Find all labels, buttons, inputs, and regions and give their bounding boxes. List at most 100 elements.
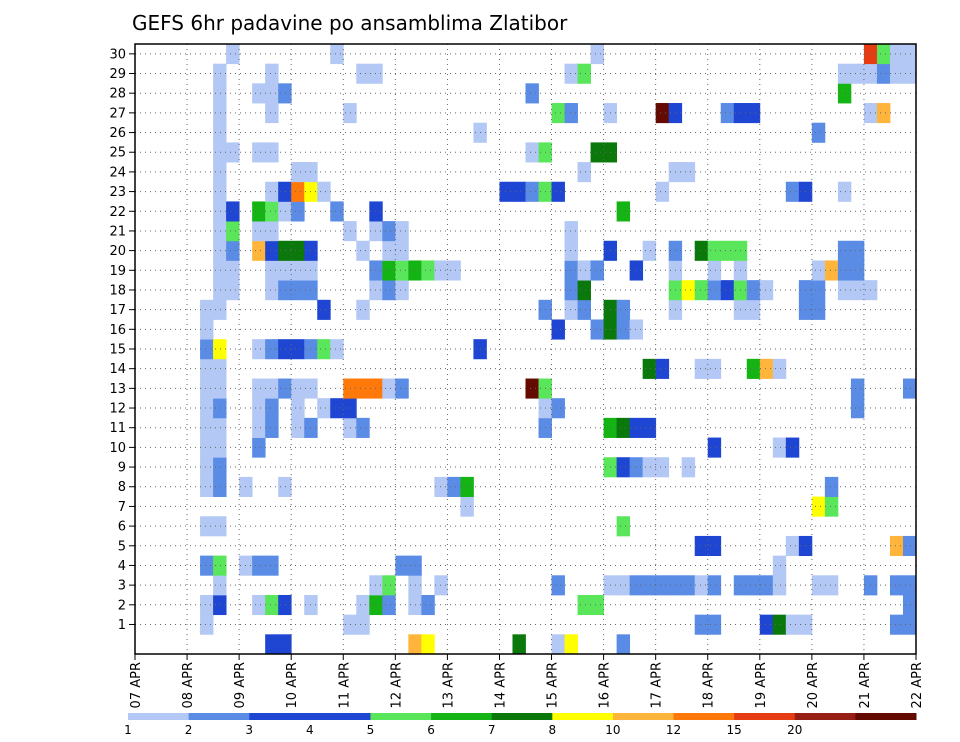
heatmap-cell (252, 339, 266, 360)
heatmap-cell (850, 398, 865, 419)
heatmap-cells (200, 44, 917, 655)
legend-label: 6 (427, 723, 435, 737)
heatmap-cell (278, 83, 292, 104)
heatmap-cell (291, 201, 305, 222)
heatmap-cell (213, 555, 227, 576)
heatmap-cell (525, 181, 539, 202)
heatmap-cell (811, 122, 826, 143)
legend-swatch (734, 713, 796, 720)
legend-swatch (491, 713, 553, 720)
heatmap-cell (772, 614, 787, 635)
heatmap-cell (356, 594, 370, 616)
heatmap-cell (265, 63, 279, 84)
heatmap-cell (382, 260, 396, 281)
x-tick-label: 22 APR (910, 662, 925, 708)
legend-swatch (673, 713, 735, 720)
heatmap-cell (395, 221, 409, 242)
heatmap-cell (499, 181, 513, 202)
x-tick-label: 14 APR (493, 662, 508, 708)
heatmap-cell (629, 319, 644, 340)
heatmap-cell (265, 181, 279, 202)
legend-swatch (855, 713, 917, 720)
heatmap-cell (369, 201, 383, 222)
heatmap-cell (213, 280, 227, 301)
heatmap-cell (902, 535, 917, 557)
heatmap-cell (824, 496, 839, 517)
y-tick-label: 4 (118, 559, 126, 574)
heatmap-cell (265, 280, 279, 301)
heatmap-cell (720, 240, 735, 261)
heatmap-cell (707, 614, 722, 635)
x-tick-label: 08 APR (181, 662, 196, 708)
heatmap-cell (330, 339, 344, 360)
heatmap-cell (577, 594, 591, 616)
y-tick-label: 8 (118, 480, 126, 495)
heatmap-cell (317, 398, 331, 419)
heatmap-cell (564, 63, 578, 84)
heatmap-cell (902, 575, 917, 596)
legend-label: 1 (124, 723, 132, 737)
heatmap-cell (590, 319, 604, 340)
heatmap-cell (252, 221, 266, 242)
y-tick-label: 26 (109, 126, 126, 141)
heatmap-cell (213, 378, 227, 399)
heatmap-cell (876, 63, 891, 84)
heatmap-cell (356, 417, 370, 438)
y-tick-label: 3 (118, 579, 126, 594)
heatmap-cell (278, 201, 292, 222)
heatmap-cell (850, 280, 865, 301)
heatmap-cell (824, 260, 839, 281)
heatmap-cell (265, 339, 279, 360)
heatmap-cell (213, 516, 227, 537)
heatmap-cell (772, 437, 787, 458)
heatmap-cell (213, 398, 227, 419)
heatmap-cell (421, 260, 435, 281)
heatmap-cell (642, 457, 657, 478)
chart-title: GEFS 6hr padavine po ansamblima Zlatibor (132, 11, 568, 35)
x-axis: 07 APR 08 APR 09 APR 10 APR 11 APR 12 APR 13 A… (129, 654, 925, 708)
heatmap-cell (226, 240, 240, 261)
legend-swatch (188, 713, 250, 720)
heatmap-cell (642, 240, 657, 261)
heatmap-cell (252, 398, 266, 419)
heatmap-cell (278, 280, 292, 301)
y-tick-label: 6 (118, 520, 126, 535)
heatmap-cell (889, 575, 904, 596)
heatmap-cell (616, 516, 631, 537)
heatmap-cell (759, 575, 774, 596)
heatmap-cell (213, 358, 227, 379)
y-tick-label: 2 (118, 598, 126, 613)
heatmap-cell (655, 103, 670, 124)
heatmap-cell (876, 44, 891, 65)
heatmap-cell (837, 280, 852, 301)
x-tick-label: 18 APR (702, 662, 717, 708)
heatmap-cell (395, 260, 409, 281)
heatmap-cell (590, 44, 604, 65)
heatmap-cell (252, 240, 266, 261)
heatmap-cell (395, 280, 409, 301)
x-tick-label: 20 APR (806, 662, 821, 708)
heatmap-cell (265, 83, 279, 104)
legend-label: 2 (185, 723, 193, 737)
heatmap-cell (902, 594, 917, 616)
x-tick-label: 21 APR (858, 662, 873, 708)
heatmap-cell (616, 575, 631, 596)
heatmap-cell (343, 417, 357, 438)
heatmap-cell (811, 260, 826, 281)
heatmap-cell (330, 44, 344, 65)
legend-swatch (612, 713, 675, 720)
heatmap-cell (616, 634, 631, 655)
heatmap-cell (213, 417, 227, 438)
heatmap-cell (200, 437, 214, 458)
heatmap-cell (382, 378, 396, 399)
heatmap-cell (811, 299, 826, 320)
heatmap-cell (525, 378, 539, 399)
heatmap-cell (681, 280, 696, 301)
heatmap-cell (252, 142, 266, 163)
heatmap-cell (278, 339, 292, 360)
heatmap-cell (447, 260, 461, 281)
heatmap-cell (317, 299, 331, 320)
heatmap-cell (200, 398, 214, 419)
heatmap-cell (291, 339, 305, 360)
heatmap-cell (759, 280, 774, 301)
